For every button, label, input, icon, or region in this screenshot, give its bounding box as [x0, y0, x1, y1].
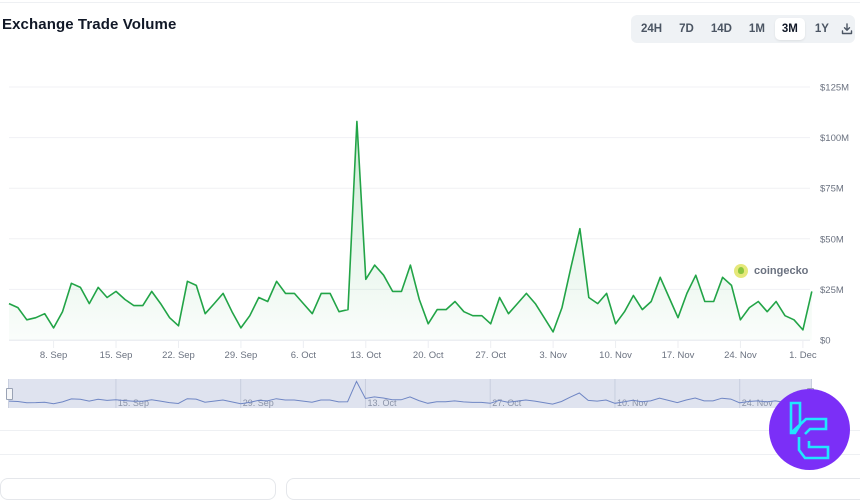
- navigator-label: 24. Nov: [742, 398, 774, 408]
- range-button-7d[interactable]: 7D: [679, 23, 694, 35]
- x-axis-label: 10. Nov: [599, 350, 632, 361]
- y-axis-label: $25M: [820, 285, 844, 296]
- volume-area: [9, 121, 812, 341]
- y-axis-label: $100M: [820, 133, 849, 144]
- download-icon: [841, 23, 853, 35]
- x-axis-label: 27. Oct: [475, 350, 506, 361]
- tradingfinder-logo-icon: [789, 401, 830, 460]
- navigator-label: 13. Oct: [367, 398, 397, 408]
- navigator-label: 29. Sep: [243, 398, 274, 408]
- navigator-label: 27. Oct: [492, 398, 522, 408]
- coingecko-watermark: coingecko: [734, 264, 808, 278]
- x-axis-label: 15. Sep: [100, 350, 133, 361]
- x-axis-label: 1. Dec: [789, 350, 817, 361]
- x-axis-label: 17. Nov: [662, 350, 695, 361]
- y-axis-labels: $0 $25M $50M $75M $100M $125M: [820, 83, 849, 347]
- range-button-1m[interactable]: 1M: [748, 23, 765, 35]
- y-axis-label: $0: [820, 336, 831, 347]
- watermark-text: coingecko: [754, 265, 809, 277]
- y-axis-label: $50M: [820, 234, 844, 245]
- bottom-card-right: [286, 478, 860, 500]
- range-button-14d[interactable]: 14D: [710, 23, 732, 35]
- volume-line[interactable]: [8, 120, 813, 333]
- x-axis-label: 6. Oct: [291, 350, 317, 361]
- range-button-24h[interactable]: 24H: [641, 23, 663, 35]
- coingecko-logo-icon: [734, 264, 748, 278]
- range-button-1y[interactable]: 1Y: [814, 23, 829, 35]
- navigator-label: 10. Nov: [617, 398, 649, 408]
- x-axis-label: 13. Oct: [350, 350, 381, 361]
- x-axis-label: 3. Nov: [539, 350, 567, 361]
- range-button-3m[interactable]: 3M: [774, 18, 805, 40]
- section-divider: [0, 430, 860, 431]
- x-axis-label: 22. Sep: [162, 350, 195, 361]
- navigator-left-handle[interactable]: [6, 388, 13, 400]
- download-button[interactable]: [841, 18, 853, 40]
- volume-chart[interactable]: $0 $25M $50M $75M $100M $125M 8. Sep 15. Sep 22…: [0, 0, 860, 370]
- range-navigator[interactable]: 15. Sep 29. Sep 13. Oct 27. Oct 10. Nov 24. N…: [6, 379, 814, 408]
- section-divider: [0, 454, 860, 455]
- navigator-label: 15. Sep: [118, 398, 149, 408]
- x-axis-label: 24. Nov: [724, 350, 757, 361]
- chart-title: Exchange Trade Volume: [2, 16, 177, 33]
- top-divider: [0, 2, 860, 3]
- x-axis-label: 20. Oct: [413, 350, 444, 361]
- x-axis-label: 29. Sep: [225, 350, 258, 361]
- x-axis-labels: 8. Sep 15. Sep 22. Sep 29. Sep 6. Oct 13. Oct…: [40, 350, 817, 361]
- x-axis-ticks: [53, 341, 804, 348]
- y-axis-label: $125M: [820, 83, 849, 94]
- navigator-chart: 15. Sep 29. Sep 13. Oct 27. Oct 10. Nov 24. N…: [9, 379, 811, 408]
- brand-badge: [769, 389, 850, 470]
- y-axis-label: $75M: [820, 184, 844, 195]
- bottom-card-left: [0, 478, 276, 500]
- time-range-selector: 24H 7D 14D 1M 3M 1Y: [631, 15, 855, 43]
- x-axis-label: 8. Sep: [40, 350, 67, 361]
